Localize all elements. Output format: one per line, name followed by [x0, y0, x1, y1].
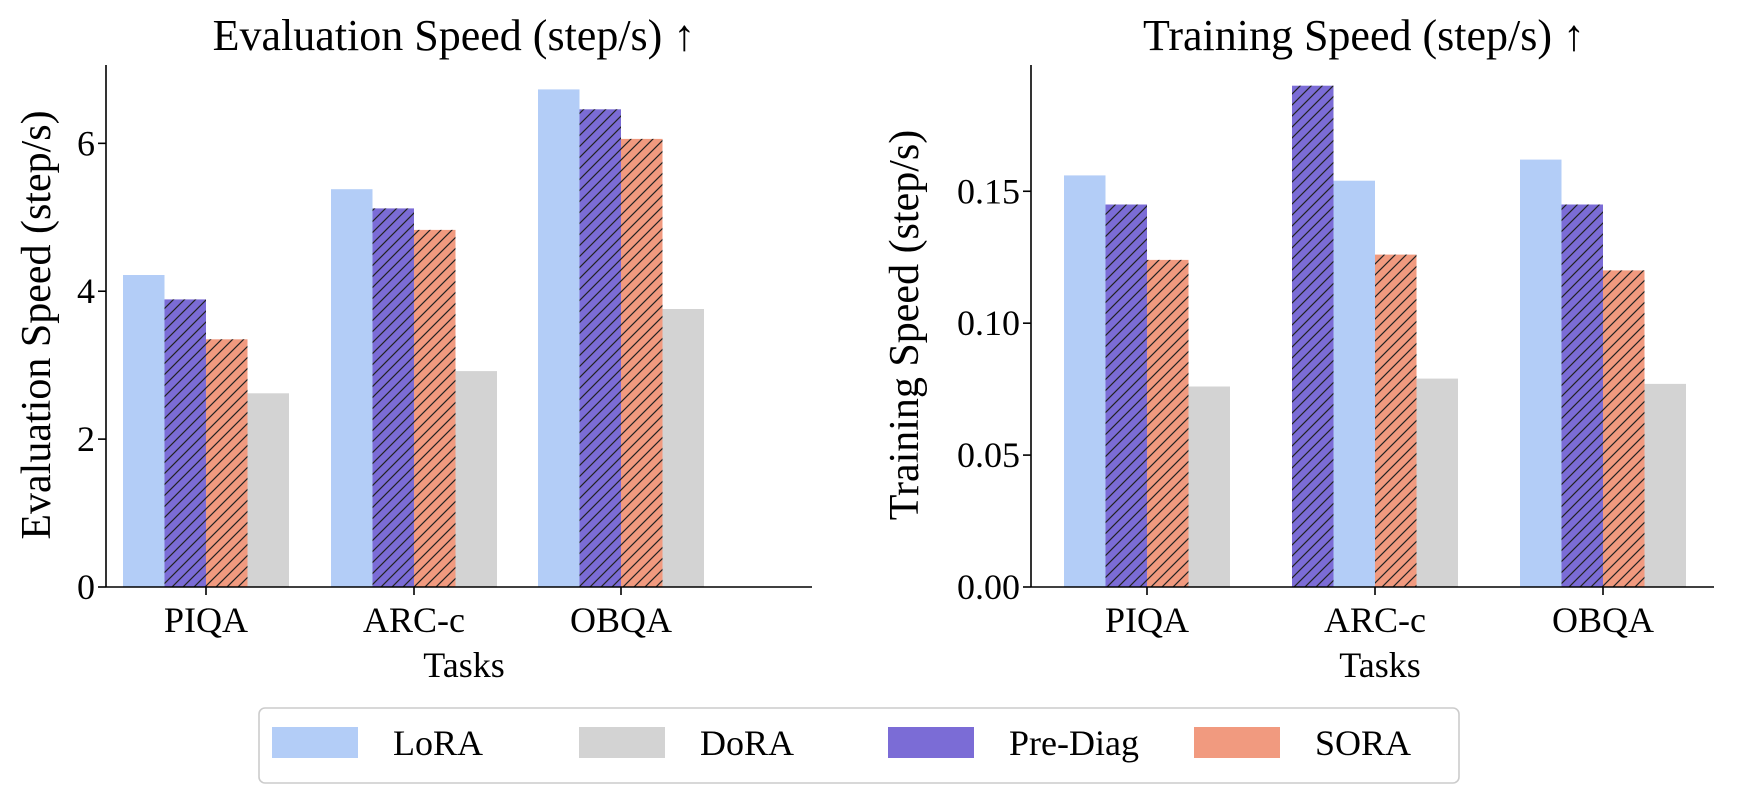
bar-hatch-sora-obqa: [1603, 270, 1645, 587]
bar-dora-arc-c: [455, 371, 497, 587]
legend-swatch-lora: [272, 727, 358, 758]
y-axis-label: Training Speed (step/s): [882, 130, 928, 520]
x-ticks: PIQA ARC-c OBQA: [1105, 587, 1654, 640]
y-tick-label: 6: [77, 123, 95, 163]
x-tick-label: ARC-c: [363, 600, 465, 640]
bar-hatch-sora-piqa: [206, 339, 248, 587]
bar-hatch-sora-obqa: [621, 138, 663, 587]
y-tick-label: 0.10: [957, 303, 1020, 343]
bar-lora-arc-c: [331, 189, 373, 587]
y-tick-label: 4: [77, 271, 95, 311]
y-tick-label: 0: [77, 567, 95, 607]
bar-hatch-sora-arc-c: [414, 229, 456, 587]
bar-hatch-pre-diag-piqa: [1105, 204, 1147, 587]
evaluation-speed-chart: Evaluation Speed (step/s) ↑ Evaluation S…: [14, 11, 812, 685]
bar-lora-obqa: [1520, 159, 1562, 587]
legend-label-pre-diag: Pre-Diag: [1009, 723, 1139, 763]
x-ticks: PIQA ARC-c OBQA: [164, 587, 672, 640]
x-tick-label: OBQA: [1552, 600, 1654, 640]
bar-lora-obqa: [538, 89, 580, 588]
legend: LoRA DoRA Pre-Diag SORA: [258, 707, 1460, 784]
y-tick-label: 0.05: [957, 435, 1020, 475]
bar-lora-arc-c: [1333, 180, 1375, 587]
legend-swatch-dora: [579, 727, 665, 758]
legend-label-dora: DoRA: [700, 723, 794, 763]
y-tick-label: 0.00: [957, 567, 1020, 607]
bar-dora-piqa: [247, 393, 289, 587]
x-tick-label: OBQA: [570, 600, 672, 640]
bar-dora-arc-c: [1416, 378, 1458, 587]
y-axis-label: Evaluation Speed (step/s): [14, 110, 60, 539]
bar-hatch-sora-piqa: [1147, 259, 1189, 587]
y-ticks: 0.00 0.05 0.10 0.15: [957, 171, 1031, 607]
bar-lora-piqa: [1064, 175, 1106, 587]
bar-dora-obqa: [662, 309, 704, 587]
bar-hatch-pre-diag-arc-c: [1292, 85, 1334, 587]
bar-hatch-sora-arc-c: [1375, 254, 1417, 587]
bars: [1064, 85, 1686, 587]
bars: [123, 89, 704, 588]
y-ticks: 0 2 4 6: [77, 123, 106, 607]
x-axis-label: Tasks: [1339, 645, 1420, 685]
x-tick-label: ARC-c: [1324, 600, 1426, 640]
y-tick-label: 0.15: [957, 171, 1020, 211]
bar-lora-piqa: [123, 275, 165, 587]
x-axis-label: Tasks: [423, 645, 504, 685]
legend-label-lora: LoRA: [393, 723, 483, 763]
bar-dora-obqa: [1644, 383, 1686, 587]
bar-dora-piqa: [1188, 386, 1230, 587]
chart-title: Training Speed (step/s) ↑: [1143, 11, 1585, 60]
chart-title: Evaluation Speed (step/s) ↑: [213, 11, 696, 60]
x-tick-label: PIQA: [1105, 600, 1189, 640]
y-tick-label: 2: [77, 419, 95, 459]
legend-swatch-sora: [1194, 727, 1280, 758]
bar-hatch-pre-diag-obqa: [1561, 204, 1603, 587]
bar-hatch-pre-diag-arc-c: [372, 208, 414, 587]
training-speed-chart: Training Speed (step/s) ↑ Training Speed…: [882, 11, 1714, 685]
legend-swatch-pre-diag: [888, 727, 974, 758]
legend-label-sora: SORA: [1315, 723, 1411, 763]
legend-frame: [258, 707, 1460, 784]
bar-hatch-pre-diag-obqa: [579, 109, 621, 588]
x-tick-label: PIQA: [164, 600, 248, 640]
bar-hatch-pre-diag-piqa: [164, 299, 206, 587]
